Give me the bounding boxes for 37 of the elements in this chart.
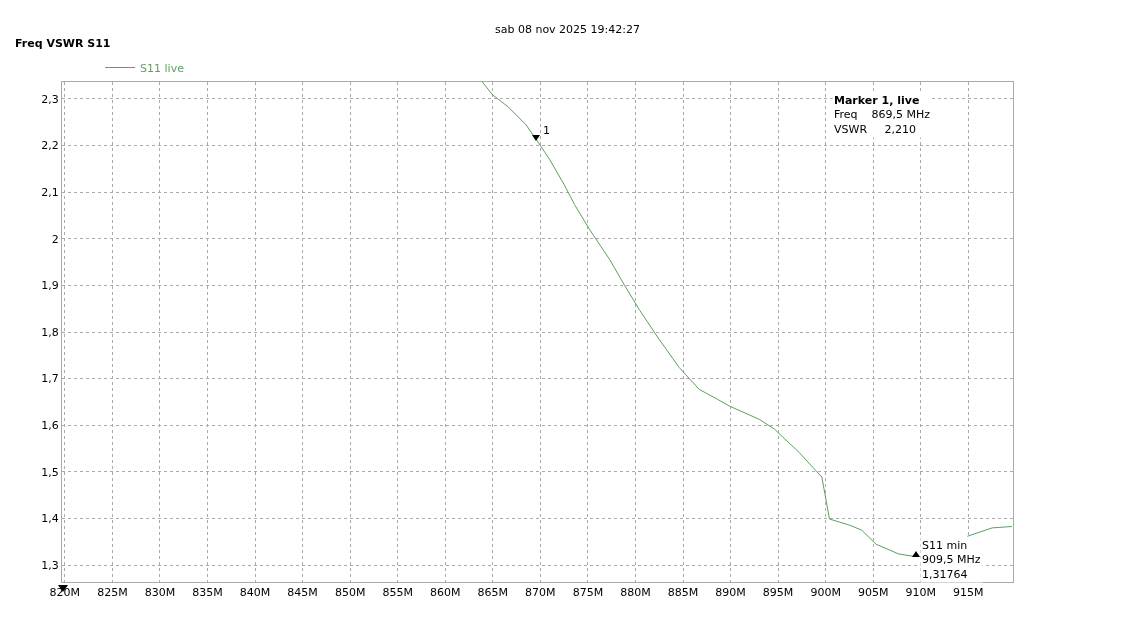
x-tick-label: 825M (97, 586, 128, 600)
x-tick-label: 905M (857, 586, 889, 600)
x-tick-label: 845M (287, 586, 318, 600)
y-tick-label: 1,5 (41, 465, 59, 479)
x-tick-label: 910M (905, 586, 936, 600)
x-tick-label: 885M (667, 586, 699, 600)
y-tick-label: 1,4 (41, 512, 59, 526)
y-tick-label: 1,7 (41, 372, 59, 386)
legend-label: S11 live (140, 61, 185, 75)
annotation: S11 min 909,5 MHz 1,31764 (922, 539, 981, 581)
y-tick-label: 2 (51, 232, 59, 246)
y-tick-label: 1,3 (41, 559, 59, 573)
x-tick-label: 900M (810, 586, 841, 600)
x-tick-label: 915M (953, 586, 984, 600)
x-tick-label: 830M (144, 586, 176, 600)
annotation: 1 (543, 124, 550, 137)
y-tick-label: 1,9 (41, 279, 59, 293)
annotation: Marker 1, live Freq 869,5 MHz VSWR 2,210 (834, 94, 931, 136)
y-tick-label: 2,2 (41, 139, 59, 153)
chart-subtitle: sab 08 nov 2025 19:42:27 (494, 22, 641, 36)
y-tick-label: 1,6 (41, 419, 59, 433)
x-tick-label: 895M (762, 586, 794, 600)
x-tick-label: 875M (572, 586, 604, 600)
x-tick-label: 850M (334, 586, 366, 600)
x-tick-label: 865M (477, 586, 509, 600)
y-tick-label: 1,8 (41, 325, 59, 339)
x-tick-label: 890M (715, 586, 746, 600)
x-tick-label: 880M (620, 586, 651, 600)
x-tick-label: 860M (430, 586, 461, 600)
y-tick-label: 2,1 (41, 185, 59, 199)
x-tick-label: 820M (49, 586, 81, 600)
y-tick-label: 2,3 (41, 92, 59, 106)
x-tick-label: 870M (525, 586, 556, 600)
x-tick-label: 835M (192, 586, 223, 600)
x-tick-label: 855M (382, 586, 413, 600)
x-tick-label: 840M (239, 586, 271, 600)
y-axis-title: Freq VSWR S11 (15, 37, 111, 50)
